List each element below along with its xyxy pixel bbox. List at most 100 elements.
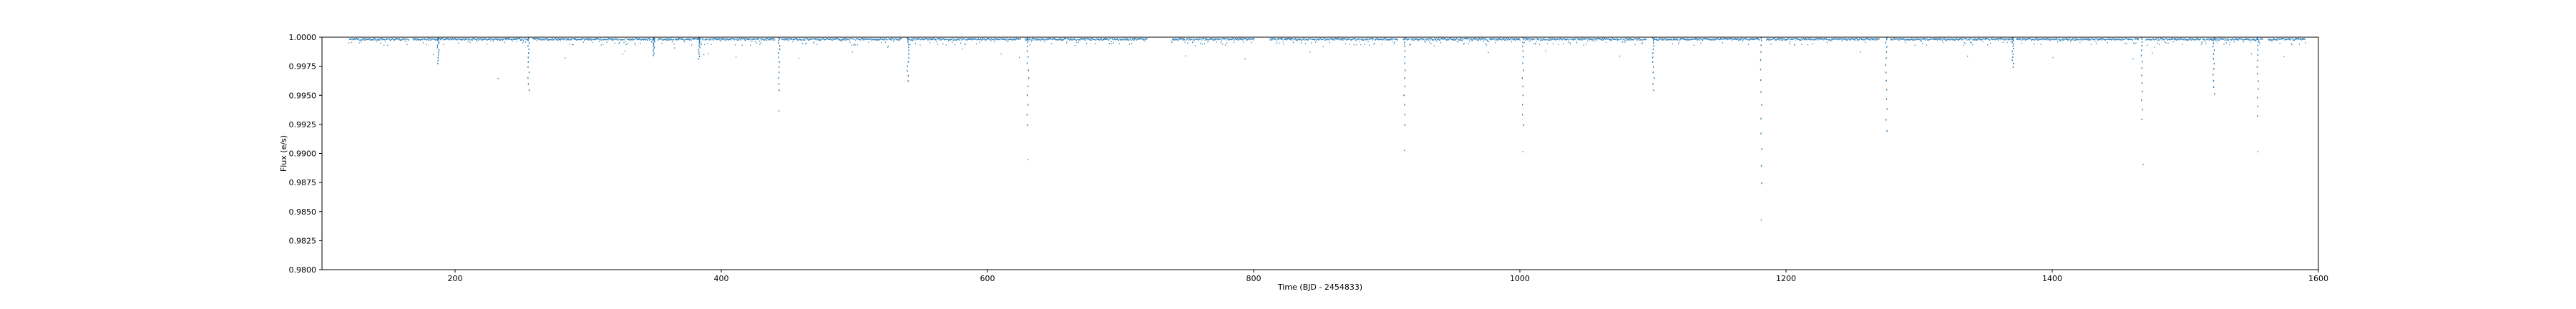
- flux-point: [2296, 38, 2298, 39]
- flux-point: [2165, 38, 2167, 39]
- flux-point: [1823, 39, 1824, 41]
- flux-point: [1287, 38, 1289, 39]
- flux-point: [1285, 38, 1287, 39]
- flux-point: [537, 38, 539, 39]
- flux-point: [668, 38, 669, 39]
- flux-point: [939, 38, 940, 39]
- flux-point: [713, 39, 714, 41]
- flux-point: [438, 42, 439, 44]
- flux-point: [2088, 39, 2089, 41]
- flux-point: [513, 37, 514, 39]
- flux-point: [1745, 38, 1746, 39]
- flux-point: [1944, 39, 1946, 41]
- flux-point: [1820, 38, 1821, 39]
- flux-point: [1543, 38, 1545, 39]
- flux-point: [862, 38, 864, 39]
- flux-point: [728, 39, 729, 41]
- flux-point: [2180, 39, 2182, 41]
- flux-point: [1989, 39, 1990, 41]
- flux-point: [2210, 38, 2212, 39]
- flux-point: [2085, 39, 2087, 41]
- flux-point: [1898, 39, 1900, 41]
- flux-point: [1062, 39, 1063, 41]
- flux-point: [2109, 39, 2111, 41]
- flux-point: [824, 39, 826, 41]
- flux-point: [1460, 39, 1462, 41]
- flux-point: [1886, 37, 1888, 39]
- flux-point: [2070, 39, 2072, 41]
- flux-point: [778, 39, 779, 41]
- flux-point: [1485, 44, 1487, 46]
- flux-point: [2170, 39, 2171, 41]
- flux-point: [2059, 39, 2061, 41]
- flux-point: [2160, 37, 2162, 39]
- flux-point: [1226, 39, 1227, 41]
- flux-point: [351, 41, 353, 44]
- flux-point: [1428, 39, 1430, 41]
- flux-point: [1214, 39, 1216, 41]
- flux-point: [789, 38, 791, 39]
- flux-point: [1131, 42, 1133, 44]
- flux-point: [684, 39, 686, 41]
- flux-point: [1276, 42, 1277, 44]
- flux-point: [721, 39, 723, 41]
- flux-point: [1204, 43, 1205, 44]
- flux-point: [1431, 39, 1433, 41]
- flux-point: [1182, 39, 1184, 41]
- flux-point: [2114, 39, 2116, 41]
- flux-point: [994, 41, 995, 43]
- flux-point: [533, 38, 535, 39]
- flux-point: [1667, 39, 1668, 41]
- flux-point: [1234, 38, 1236, 39]
- flux-point: [671, 41, 673, 43]
- flux-point: [1675, 39, 1677, 40]
- flux-point: [1916, 38, 1918, 39]
- flux-point: [797, 39, 799, 41]
- flux-point: [1961, 39, 1963, 41]
- flux-point: [1957, 39, 1958, 41]
- flux-point: [638, 38, 640, 39]
- flux-point: [359, 39, 361, 41]
- flux-point: [2212, 74, 2214, 76]
- flux-point: [716, 38, 717, 39]
- flux-point: [389, 39, 391, 41]
- flux-point: [2041, 38, 2043, 39]
- flux-point: [698, 40, 701, 42]
- flux-point: [461, 39, 462, 41]
- flux-point: [1921, 39, 1923, 41]
- flux-point: [738, 38, 740, 39]
- flux-point: [2214, 93, 2215, 95]
- flux-point: [1503, 39, 1505, 40]
- flux-point: [1737, 38, 1739, 39]
- flux-point: [359, 39, 361, 41]
- flux-point: [1914, 44, 1916, 46]
- flux-point: [1455, 39, 1456, 41]
- flux-point: [552, 37, 553, 39]
- flux-point: [995, 38, 997, 39]
- flux-point: [1026, 39, 1028, 41]
- flux-point: [2243, 41, 2245, 43]
- flux-point: [1433, 39, 1435, 41]
- flux-point: [699, 43, 701, 45]
- flux-point: [1641, 42, 1644, 44]
- flux-point: [1606, 38, 1607, 39]
- flux-point: [2213, 49, 2215, 52]
- flux-point: [517, 37, 519, 39]
- flux-point: [705, 39, 706, 41]
- flux-point: [1113, 39, 1115, 41]
- flux-point: [1245, 37, 1246, 39]
- flux-point: [678, 39, 680, 41]
- flux-point: [1107, 38, 1108, 39]
- flux-point: [1488, 41, 1490, 43]
- flux-point: [1759, 39, 1760, 41]
- flux-point: [380, 42, 381, 44]
- flux-point: [2136, 38, 2137, 39]
- y-tick-label: 0.9875: [289, 178, 317, 187]
- flux-point: [2197, 39, 2199, 41]
- flux-point: [804, 38, 805, 39]
- flux-point: [809, 39, 811, 41]
- flux-point: [1561, 38, 1562, 39]
- flux-point: [724, 39, 726, 41]
- flux-point: [868, 41, 869, 43]
